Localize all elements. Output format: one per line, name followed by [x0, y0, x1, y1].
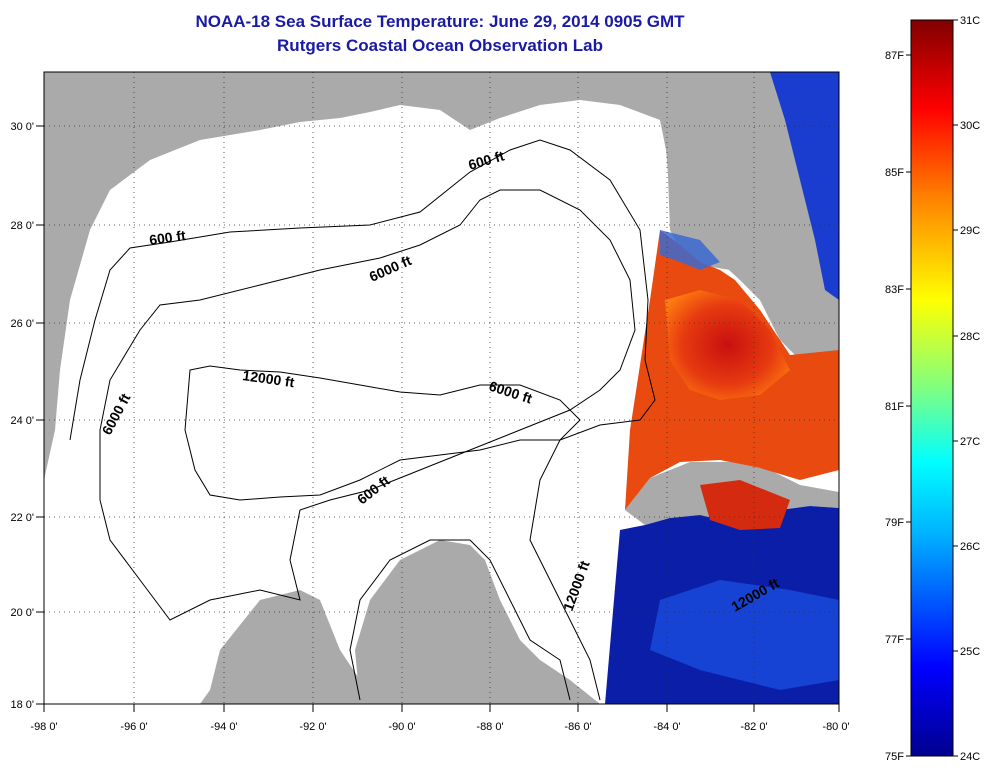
map-title: NOAA-18 Sea Surface Temperature: June 29… [40, 10, 840, 58]
x-tick: -90 0' [388, 721, 415, 733]
celsius-label: 27C [960, 436, 980, 448]
title-line-1: NOAA-18 Sea Surface Temperature: June 29… [195, 12, 685, 31]
x-tick: -82 0' [740, 721, 767, 733]
x-tick: -92 0' [299, 721, 326, 733]
cuba-north-warm [700, 480, 790, 530]
plot-frame [43, 71, 840, 705]
x-tick: -88 0' [476, 721, 503, 733]
x-tick-labels: -98 0' -96 0' -94 0' -92 0' -90 0' -88 0… [30, 721, 849, 733]
x-tick: -94 0' [210, 721, 237, 733]
contour-label-2: 600 ft [148, 227, 187, 248]
celsius-label: 25C [960, 646, 980, 658]
celsius-label: 31C [960, 15, 980, 27]
y-tick: 30 0' [10, 121, 34, 133]
sst-cool-strip [660, 230, 720, 270]
bathymetry-contours [69, 139, 656, 701]
contour-600ft-2 [349, 539, 571, 701]
celsius-label: 30C [960, 120, 980, 132]
y-tick: 20 0' [10, 607, 34, 619]
x-tick: -86 0' [564, 721, 591, 733]
fahrenheit-label: 83F [885, 284, 904, 296]
y-tick: 24 0' [10, 415, 34, 427]
y-tick: 26 0' [10, 318, 34, 330]
y-tick: 28 0' [10, 220, 34, 232]
contour-12000ft [184, 365, 581, 501]
celsius-label: 26C [960, 541, 980, 553]
graticule [44, 72, 839, 704]
y-tick-labels: 30 0' 28 0' 26 0' 24 0' 22 0' 20 0' 18 0… [10, 121, 34, 711]
fahrenheit-label: 87F [885, 50, 904, 62]
fahrenheit-label: 81F [885, 401, 904, 413]
title-line-2: Rutgers Coastal Ocean Observation Lab [277, 36, 603, 55]
x-tick: -98 0' [30, 721, 57, 733]
celsius-label: 24C [960, 751, 980, 763]
celsius-label: 28C [960, 331, 980, 343]
celsius-label: 29C [960, 225, 980, 237]
colorbar-celsius-labels: 31C 30C 29C 28C 27C 26C 25C 24C [960, 15, 980, 763]
colorbar-ticks [906, 19, 958, 757]
x-tick: -80 0' [822, 721, 849, 733]
tick-marks [36, 125, 840, 712]
sst-warm-core [665, 290, 790, 400]
x-tick: -96 0' [120, 721, 147, 733]
fahrenheit-label: 79F [885, 517, 904, 529]
x-tick: -84 0' [653, 721, 680, 733]
caribbean-mid [650, 580, 839, 690]
colorbar-fahrenheit-labels: 87F 85F 83F 81F 79F 77F 75F [885, 50, 904, 763]
fahrenheit-label: 85F [885, 167, 904, 179]
fahrenheit-label: 75F [885, 751, 904, 763]
atlantic-cold [770, 72, 839, 300]
colorbar [910, 19, 954, 757]
contour-600ft [69, 139, 656, 701]
contour-6000ft [99, 189, 636, 621]
yucatan-land [355, 540, 600, 704]
contour-label-4: 12000 ft [242, 367, 296, 390]
y-tick: 18 0' [10, 699, 34, 711]
y-tick: 22 0' [10, 512, 34, 524]
fahrenheit-label: 77F [885, 634, 904, 646]
